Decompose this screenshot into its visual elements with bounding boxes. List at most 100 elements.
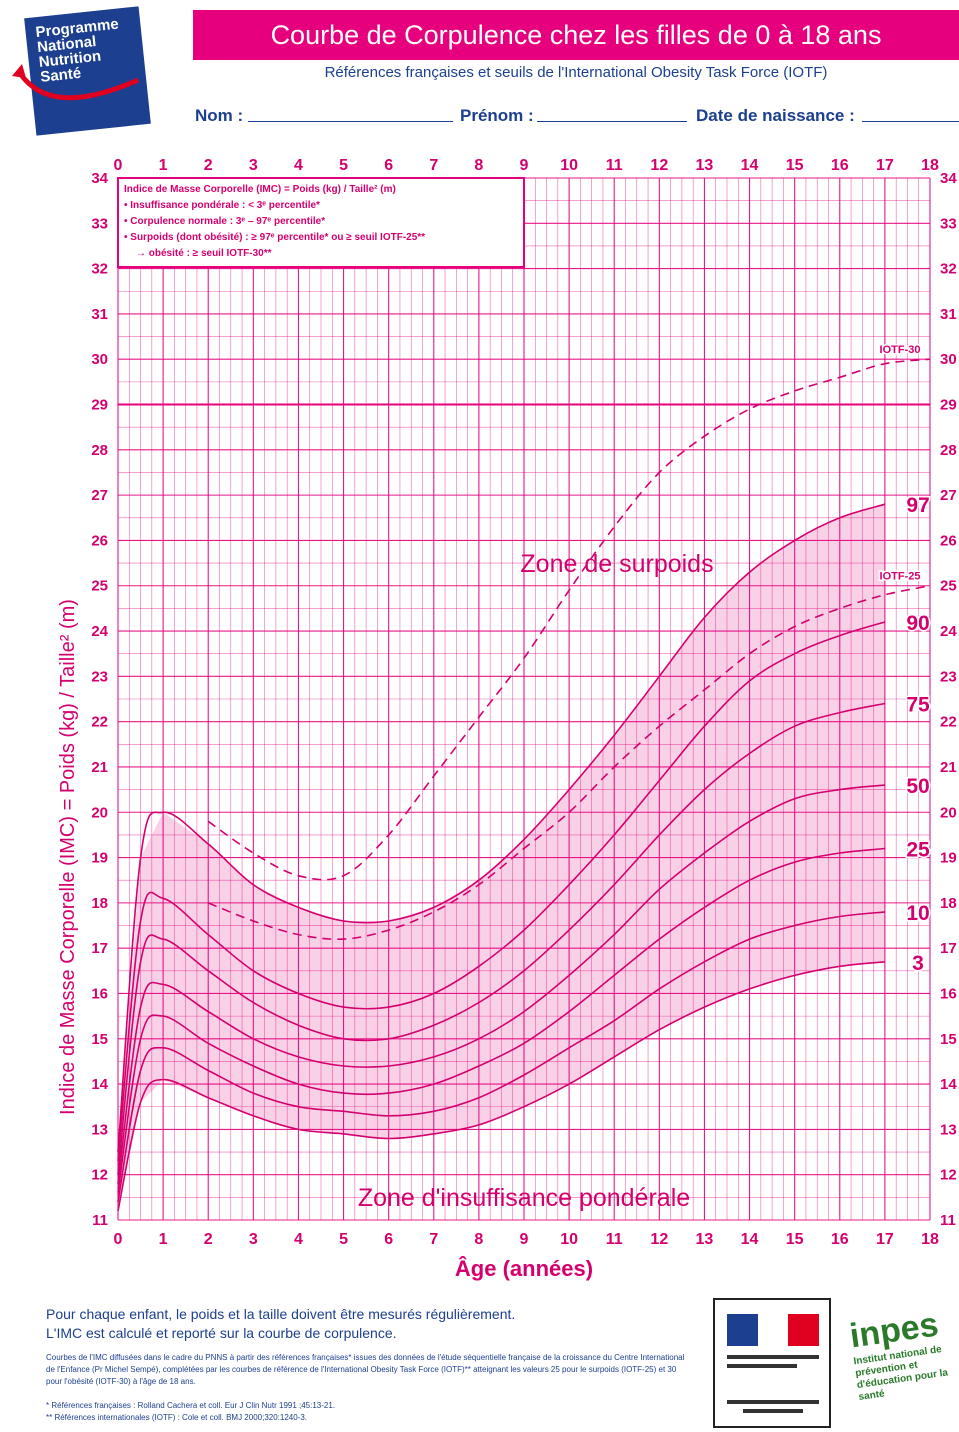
y-tick-label-left: 21 <box>91 759 108 776</box>
nom-field[interactable] <box>248 121 453 122</box>
percentile-curve-10 <box>117 911 885 1203</box>
inpes-logo: inpes Institut national de prévention et… <box>848 1303 959 1431</box>
y-tick-label-left: 31 <box>91 306 108 323</box>
x-tick-label-top: 15 <box>786 157 804 174</box>
y-tick-label-left: 25 <box>91 578 108 595</box>
percentile-label-97: 97 <box>906 494 929 517</box>
legend-line-4: • Surpoids (dont obésité) : ≥ 97ᵉ percen… <box>124 232 425 243</box>
x-tick-label-bottom: 3 <box>249 1231 258 1248</box>
x-tick-label-top: 18 <box>921 157 939 174</box>
y-tick-label-left: 19 <box>91 850 108 867</box>
y-tick-label-right: 19 <box>940 850 957 867</box>
legend-line-2: • Insuffisance pondérale : < 3ᵉ percenti… <box>124 200 320 211</box>
x-tick-label-bottom: 15 <box>786 1231 804 1248</box>
bmi-chart: 0011223344556677889910101111121213131414… <box>57 157 957 1281</box>
y-tick-label-right: 11 <box>940 1212 956 1229</box>
legend-line-3: • Corpulence normale : 3ᵉ – 97ᵉ percenti… <box>124 216 325 227</box>
y-tick-label-right: 24 <box>940 623 957 640</box>
x-tick-label-bottom: 1 <box>159 1231 168 1248</box>
x-tick-label-bottom: 16 <box>831 1231 849 1248</box>
naissance-label: Date de naissance : <box>696 106 855 125</box>
y-tick-label-right: 22 <box>940 714 957 731</box>
nom-label: Nom : <box>195 106 244 125</box>
x-tick-label-top: 4 <box>294 157 303 174</box>
y-tick-label-right: 20 <box>940 804 957 821</box>
french-flag-icon <box>727 1314 820 1346</box>
y-tick-label-left: 18 <box>91 895 108 912</box>
legend-line-1: Indice de Masse Corporelle (IMC) = Poids… <box>124 184 396 195</box>
y-tick-label-right: 31 <box>940 306 957 323</box>
zone-surpoids-label: Zone de surpoids <box>520 550 713 578</box>
y-tick-label-right: 32 <box>940 261 957 278</box>
y-tick-label-left: 20 <box>91 804 108 821</box>
x-tick-label-top: 13 <box>696 157 714 174</box>
percentile-label-90: 90 <box>906 612 929 635</box>
y-tick-label-right: 34 <box>940 170 957 187</box>
iotf-curve-IOTF-25 <box>207 584 931 941</box>
x-tick-label-bottom: 10 <box>560 1231 578 1248</box>
x-tick-label-top: 7 <box>429 157 438 174</box>
footer-line-2: L'IMC est calculé et reporté sur la cour… <box>46 1325 397 1341</box>
prenom-label: Prénom : <box>460 106 534 125</box>
y-tick-label-right: 18 <box>940 895 957 912</box>
x-tick-label-bottom: 7 <box>429 1231 438 1248</box>
y-tick-label-left: 26 <box>91 532 108 549</box>
zone-insuffisance-label: Zone d'insuffisance pondérale <box>358 1184 690 1212</box>
axis-ticks: 0011223344556677889910101111121213131414… <box>91 157 957 1248</box>
x-tick-label-top: 11 <box>606 157 623 174</box>
x-tick-label-bottom: 0 <box>114 1231 123 1248</box>
legend-box: Indice de Masse Corporelle (IMC) = Poids… <box>117 177 525 268</box>
y-tick-label-right: 23 <box>940 668 957 685</box>
y-tick-label-left: 28 <box>91 442 108 459</box>
iotf-curve-IOTF-30 <box>207 358 931 881</box>
iotf-label-IOTF-25: IOTF-25 <box>880 571 921 583</box>
y-tick-label-right: 13 <box>940 1121 957 1138</box>
y-tick-label-left: 11 <box>92 1212 108 1229</box>
x-tick-label-top: 8 <box>474 157 483 174</box>
x-tick-label-bottom: 9 <box>520 1231 529 1248</box>
y-tick-label-right: 14 <box>940 1076 957 1093</box>
x-tick-label-bottom: 13 <box>696 1231 714 1248</box>
naissance-field[interactable] <box>862 121 959 122</box>
percentile-label-50: 50 <box>906 775 929 798</box>
y-tick-label-left: 34 <box>91 170 108 187</box>
y-tick-label-right: 17 <box>940 940 957 957</box>
y-tick-label-left: 30 <box>91 351 108 368</box>
logo-swoosh-icon <box>12 64 140 101</box>
y-tick-label-left: 12 <box>91 1167 108 1184</box>
legend-line-5: → obésité : ≥ seuil IOTF-30** <box>136 248 272 259</box>
x-axis-label: Âge (années) <box>455 1256 593 1281</box>
x-tick-label-top: 2 <box>204 157 213 174</box>
y-tick-label-left: 16 <box>91 985 108 1002</box>
percentile-curve-90 <box>117 621 886 1162</box>
footer-line-1: Pour chaque enfant, le poids et la taill… <box>46 1306 516 1322</box>
x-tick-label-top: 1 <box>159 157 168 174</box>
y-tick-label-right: 27 <box>940 487 957 504</box>
x-tick-label-bottom: 6 <box>384 1231 393 1248</box>
y-axis-label: Indice de Masse Corporelle (IMC) = Poids… <box>57 599 79 1115</box>
x-tick-label-top: 14 <box>741 157 759 174</box>
prenom-field[interactable] <box>537 121 687 122</box>
footer-text: Pour chaque enfant, le poids et la taill… <box>46 1305 686 1343</box>
y-tick-label-right: 25 <box>940 578 957 595</box>
percentile-curve-75 <box>117 702 886 1175</box>
percentile-curve-25 <box>117 847 885 1193</box>
x-tick-label-bottom: 18 <box>921 1231 939 1248</box>
y-tick-label-left: 14 <box>91 1076 108 1093</box>
y-tick-label-right: 26 <box>940 532 957 549</box>
x-tick-label-bottom: 5 <box>339 1231 348 1248</box>
x-tick-label-bottom: 14 <box>741 1231 759 1248</box>
x-tick-label-top: 12 <box>650 157 668 174</box>
y-tick-label-left: 23 <box>91 668 108 685</box>
x-tick-label-bottom: 8 <box>474 1231 483 1248</box>
percentile-label-75: 75 <box>906 694 930 717</box>
y-tick-label-left: 17 <box>91 940 108 957</box>
percentile-label-10: 10 <box>906 902 929 925</box>
footer-notes: Courbes de l'IMC diffusées dans le cadre… <box>46 1353 685 1386</box>
y-tick-label-left: 33 <box>91 215 108 232</box>
y-tick-label-right: 15 <box>940 1031 957 1048</box>
page-title: Courbe de Corpulence chez les filles de … <box>193 10 959 60</box>
y-tick-label-right: 28 <box>940 442 957 459</box>
x-tick-label-top: 0 <box>114 157 123 174</box>
iotf-label-IOTF-30: IOTF-30 <box>880 344 921 356</box>
